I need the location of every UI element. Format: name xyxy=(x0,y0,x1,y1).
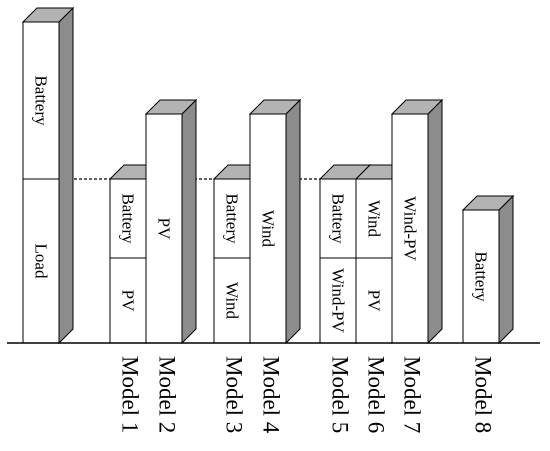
segment-label: PV xyxy=(119,290,138,312)
block-front-face xyxy=(249,113,287,344)
model-label: Model 3 xyxy=(222,356,247,433)
block-model8: Battery xyxy=(461,194,515,345)
segment-label: Battery xyxy=(119,193,138,244)
segment-label: Wind xyxy=(365,200,384,238)
block-model4: Wind xyxy=(248,98,302,345)
segment-label: Battery xyxy=(329,193,348,244)
segment-label: Load xyxy=(32,244,51,279)
block-front-face xyxy=(22,21,60,344)
segment-label: Battery xyxy=(223,193,242,244)
segment-label: Wind-PV xyxy=(401,196,420,261)
model-label: Model 5 xyxy=(328,356,353,433)
block-front-face xyxy=(213,178,251,344)
segment-label: PV xyxy=(155,218,174,240)
model-label: Model 1 xyxy=(118,356,143,433)
segment-label: Battery xyxy=(32,75,51,126)
model-label: Model 2 xyxy=(155,356,180,433)
segment-label: Wind xyxy=(259,210,278,248)
segment-label: PV xyxy=(365,290,384,312)
model-label: Model 6 xyxy=(364,356,389,433)
block-side-face xyxy=(285,98,301,345)
model-label: Model 8 xyxy=(471,356,496,433)
block-front-face xyxy=(462,209,500,344)
segment-label: Wind xyxy=(223,282,242,320)
block-model7: Wind-PV xyxy=(390,98,444,345)
segment-label: Battery xyxy=(472,251,491,302)
block-side-face xyxy=(498,194,514,345)
block-load-ref: Load Battery xyxy=(21,6,75,345)
block-side-face xyxy=(427,98,443,345)
block-front-face xyxy=(145,113,183,344)
block-front-face xyxy=(391,113,429,344)
model-labels-group: Model 1 Model 2 Model 3 Model 4 Model 5 Model… xyxy=(118,356,496,434)
blocks-group: Load Battery PV Battery PV Wind Battery Wind Win… xyxy=(21,6,515,345)
model-label: Model 7 xyxy=(400,356,425,433)
block-model2: PV xyxy=(144,98,198,345)
block-side-face xyxy=(58,6,74,345)
block-front-face xyxy=(355,178,393,344)
model-label: Model 4 xyxy=(259,356,284,434)
block-front-face xyxy=(319,178,357,344)
block-side-face xyxy=(181,98,197,345)
segment-label: Wind-PV xyxy=(329,268,348,333)
